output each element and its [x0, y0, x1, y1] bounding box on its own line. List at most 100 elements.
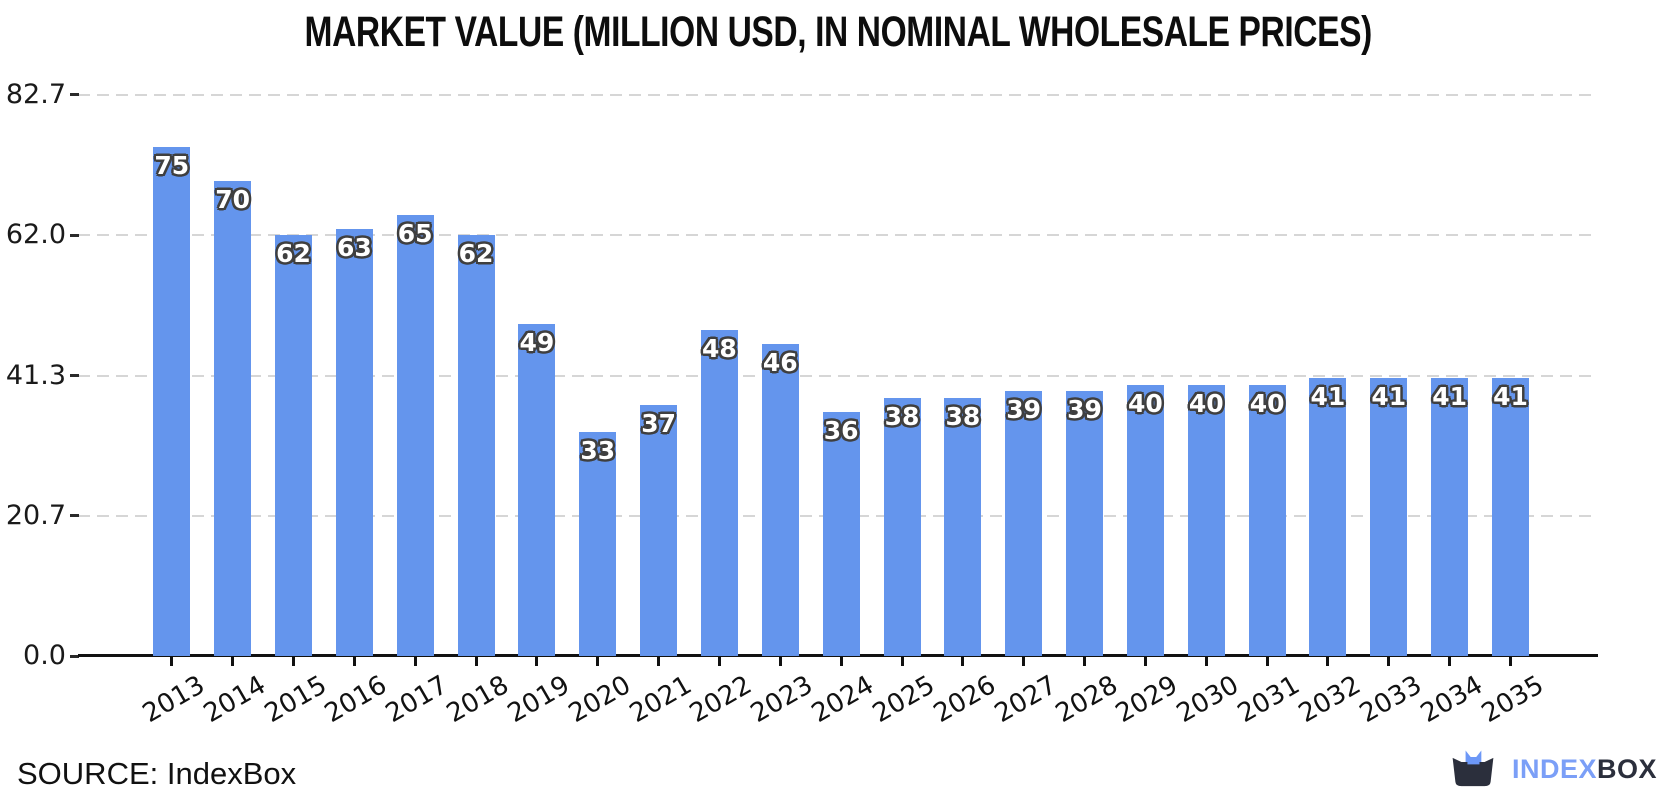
bar-value-label: 36 [823, 415, 859, 445]
bar-2019 [518, 323, 556, 656]
y-tick-label: 82.7 [5, 78, 66, 110]
logo-text: INDEXBOX [1512, 754, 1657, 785]
x-tick-label-2014: 2014 [198, 670, 271, 730]
bar-value-label: 49 [519, 327, 555, 357]
x-tick-mark [231, 657, 235, 666]
x-tick-label-2024: 2024 [806, 670, 880, 730]
y-tick-mark [70, 93, 79, 97]
x-tick-label-2025: 2025 [867, 670, 940, 730]
source-label: SOURCE: IndexBox [17, 756, 297, 791]
bar-2035 [1492, 377, 1529, 656]
x-tick-mark [717, 657, 721, 666]
chart-title: MARKET VALUE (MILLION USD, IN NOMINAL WH… [78, 8, 1598, 57]
bar-2016 [335, 228, 373, 656]
bar-2024 [822, 411, 860, 656]
x-tick-mark [596, 657, 600, 666]
x-tick-label-2033: 2033 [1354, 670, 1427, 730]
bar-2032 [1309, 377, 1347, 656]
x-tick-label-2035: 2035 [1476, 670, 1549, 730]
bar-2029 [1126, 384, 1164, 656]
x-tick-mark [1265, 657, 1269, 666]
x-tick-label-2022: 2022 [685, 670, 758, 730]
bar-2026 [944, 398, 982, 656]
bar-2015 [275, 235, 312, 656]
bar-value-label: 48 [702, 334, 737, 364]
indexbox-logo: INDEXBOX [1448, 748, 1657, 790]
bar-value-label: 41 [1493, 381, 1528, 411]
y-tick-mark [70, 654, 79, 658]
x-tick-label-2016: 2016 [320, 670, 393, 730]
x-tick-label-2027: 2027 [989, 670, 1062, 730]
bar-2030 [1187, 384, 1225, 656]
bar-value-label: 37 [641, 408, 676, 438]
y-gridline [78, 234, 1598, 237]
bar-2027 [1005, 391, 1043, 656]
y-tick-mark [70, 514, 79, 518]
indexbox-box-cat-icon [1452, 750, 1494, 787]
x-tick-mark [657, 657, 661, 666]
x-tick-mark [1143, 657, 1147, 666]
bar-value-label: 63 [336, 232, 372, 262]
bar-value-label: 41 [1432, 381, 1468, 411]
bar-2023 [761, 343, 799, 656]
bar-2020 [579, 432, 617, 656]
bar-value-label: 41 [1310, 381, 1346, 411]
bar-value-label: 40 [1127, 388, 1163, 418]
x-tick-mark [839, 657, 843, 666]
bar-value-label: 39 [1006, 395, 1042, 425]
bar-2013 [153, 147, 191, 656]
x-tick-mark [352, 657, 356, 666]
bar-value-label: 41 [1371, 381, 1407, 411]
bar-2022 [700, 330, 738, 656]
x-tick-mark [1022, 657, 1026, 666]
x-tick-mark [1083, 657, 1087, 666]
bar-2018 [457, 235, 495, 656]
bar-2017 [396, 215, 434, 656]
x-tick-label-2028: 2028 [1050, 670, 1123, 730]
bar-2025 [883, 398, 921, 656]
x-tick-label-2017: 2017 [380, 670, 454, 730]
y-gridline [78, 93, 1598, 96]
x-tick-mark [1448, 657, 1452, 666]
x-tick-mark [292, 657, 295, 666]
x-tick-label-2031: 2031 [1232, 670, 1306, 730]
bar-value-label: 62 [276, 239, 311, 269]
bar-value-label: 40 [1249, 388, 1285, 418]
chart-title-text: MARKET VALUE (MILLION USD, IN NOMINAL WH… [304, 8, 1372, 56]
x-tick-mark [1387, 657, 1391, 666]
x-tick-label-2013: 2013 [137, 670, 210, 730]
x-tick-mark [900, 657, 904, 666]
x-tick-mark [474, 657, 478, 666]
bar-2034 [1431, 377, 1469, 656]
bar-2014 [214, 181, 252, 656]
bar-2021 [640, 404, 678, 656]
x-tick-label-2030: 2030 [1171, 670, 1245, 730]
x-tick-mark [1326, 657, 1330, 666]
y-tick-label: 0.0 [23, 640, 66, 671]
x-tick-label-2034: 2034 [1415, 670, 1488, 730]
y-tick-mark [70, 374, 79, 378]
bar-value-label: 38 [945, 402, 981, 432]
x-tick-mark [778, 657, 782, 666]
bar-value-label: 38 [884, 402, 920, 432]
bar-value-label: 39 [1067, 395, 1102, 425]
bar-2031 [1248, 384, 1286, 656]
y-tick-label: 62.0 [5, 219, 66, 251]
x-tick-label-2018: 2018 [441, 670, 515, 730]
bar-2033 [1370, 377, 1408, 656]
logo-text-primary: INDEX [1512, 753, 1598, 784]
x-tick-mark [961, 657, 965, 666]
x-tick-mark [413, 657, 417, 666]
x-tick-label-2015: 2015 [259, 670, 332, 730]
logo-text-secondary: BOX [1597, 753, 1658, 784]
x-tick-mark [1204, 657, 1208, 666]
bar-value-label: 33 [580, 436, 616, 466]
y-tick-label: 20.7 [5, 499, 66, 531]
y-gridline [78, 374, 1598, 377]
y-tick-mark [70, 233, 79, 237]
x-tick-label-2020: 2020 [563, 670, 636, 730]
x-tick-label-2032: 2032 [1293, 670, 1366, 730]
x-tick-label-2019: 2019 [502, 670, 575, 730]
